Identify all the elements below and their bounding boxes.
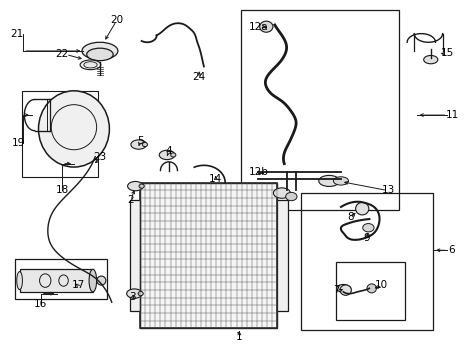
Ellipse shape [38, 91, 109, 167]
Ellipse shape [333, 177, 348, 185]
Text: 12a: 12a [248, 22, 268, 32]
Ellipse shape [367, 284, 376, 293]
Text: 20: 20 [110, 15, 123, 25]
Ellipse shape [138, 292, 143, 296]
Ellipse shape [346, 287, 351, 290]
Text: 4: 4 [165, 147, 172, 157]
Text: 18: 18 [55, 184, 69, 195]
Bar [130, 200, 140, 311]
Text: 16: 16 [34, 299, 47, 309]
Text: 3: 3 [129, 292, 136, 302]
Ellipse shape [80, 60, 101, 70]
Bar [301, 193, 433, 330]
Text: 24: 24 [192, 72, 206, 82]
Ellipse shape [128, 181, 143, 191]
Text: 11: 11 [446, 110, 459, 120]
Ellipse shape [127, 289, 142, 298]
Ellipse shape [17, 271, 22, 290]
Text: 23: 23 [93, 152, 107, 162]
Ellipse shape [337, 284, 350, 292]
Bar [277, 200, 288, 311]
Text: 1: 1 [236, 332, 243, 342]
Ellipse shape [171, 153, 176, 157]
Bar [140, 183, 277, 328]
Bar [140, 183, 277, 328]
Text: 12b: 12b [248, 167, 268, 177]
Text: 15: 15 [441, 48, 454, 58]
Text: 17: 17 [72, 280, 85, 290]
Ellipse shape [159, 150, 175, 160]
Bar [15, 259, 107, 299]
Ellipse shape [286, 192, 297, 201]
Ellipse shape [89, 269, 97, 292]
Ellipse shape [356, 203, 369, 215]
Text: 9: 9 [364, 233, 370, 243]
Text: 8: 8 [347, 212, 354, 222]
Bar [22, 91, 98, 177]
Circle shape [97, 276, 106, 285]
Ellipse shape [131, 140, 146, 149]
Ellipse shape [424, 55, 438, 64]
Ellipse shape [340, 285, 351, 295]
Ellipse shape [142, 142, 147, 147]
Bar [336, 262, 405, 319]
Text: 6: 6 [449, 245, 456, 255]
Text: 22: 22 [55, 49, 69, 60]
Text: 19: 19 [12, 138, 25, 148]
Text: 21: 21 [10, 29, 24, 39]
Ellipse shape [82, 42, 118, 60]
Ellipse shape [363, 223, 374, 232]
Text: 14: 14 [209, 174, 222, 184]
Text: 2: 2 [128, 195, 134, 205]
Ellipse shape [319, 175, 339, 187]
Text: 13: 13 [382, 184, 395, 195]
Ellipse shape [87, 48, 113, 61]
Ellipse shape [273, 188, 291, 198]
Bar [241, 10, 399, 210]
Text: 5: 5 [137, 136, 144, 146]
Bar [19, 269, 93, 292]
Text: 10: 10 [374, 280, 388, 290]
Bar [140, 183, 277, 328]
Ellipse shape [139, 184, 144, 188]
Ellipse shape [260, 21, 273, 32]
Text: 7: 7 [333, 285, 339, 295]
